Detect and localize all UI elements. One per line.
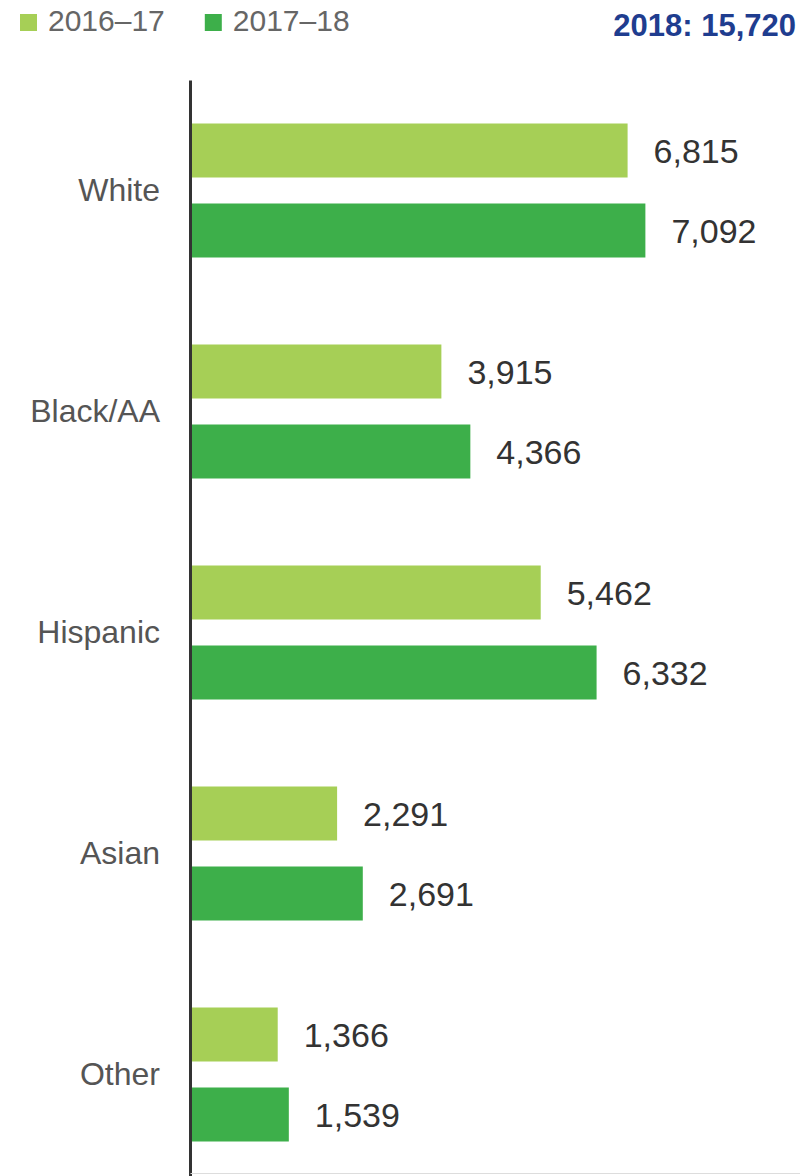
legend-swatch	[205, 14, 222, 31]
category-label: Asian	[80, 835, 160, 871]
value-axis	[191, 1173, 800, 1174]
data-label: 7,092	[671, 212, 756, 250]
legend-swatch	[20, 14, 37, 31]
chart: 6,815 3,915 5,462 2,291 1,366 7,092 4,366 6,332…	[0, 0, 800, 1176]
axis-line	[191, 1173, 800, 1174]
tick: Asian	[80, 835, 190, 871]
data-labels: 6,815 3,915 5,462 2,291 1,366 7,092 4,366 6,332…	[304, 132, 757, 1134]
bar	[190, 867, 363, 921]
bar	[190, 1008, 278, 1062]
legend-label: 2016–17	[48, 4, 165, 37]
bar	[190, 425, 470, 479]
bar	[190, 787, 337, 841]
category-axis: White Black/AA Hispanic Asian Other	[30, 81, 190, 1176]
legend-label: 2017–18	[233, 4, 350, 37]
data-label: 1,539	[315, 1096, 400, 1134]
legend-item: 2017–18	[205, 4, 350, 37]
data-label: 2,691	[389, 875, 474, 913]
bar	[190, 204, 645, 258]
data-label: 2,291	[363, 795, 448, 833]
category-label: Hispanic	[37, 614, 160, 650]
data-label: 1,366	[304, 1016, 389, 1054]
bar	[190, 1088, 289, 1142]
legend: 2016–17 2017–18	[20, 4, 350, 37]
bars	[190, 124, 645, 1142]
category-label: Black/AA	[30, 393, 160, 429]
data-label: 6,815	[654, 132, 739, 170]
data-label: 3,915	[467, 353, 552, 391]
data-label: 6,332	[623, 654, 708, 692]
tick: Black/AA	[30, 393, 190, 429]
data-label: 5,462	[567, 574, 652, 612]
tick: Hispanic	[37, 614, 190, 650]
category-label: Other	[80, 1056, 160, 1092]
data-label: 4,366	[496, 433, 581, 471]
bar	[190, 566, 541, 620]
bar	[190, 646, 597, 700]
title: 2018: 15,720	[613, 8, 796, 43]
axis-line	[189, 81, 192, 1176]
legend-item: 2016–17	[20, 4, 165, 37]
bar	[190, 124, 628, 178]
tick: Other	[80, 1056, 190, 1092]
bar	[190, 345, 441, 399]
category-label: White	[78, 172, 160, 208]
tick: White	[78, 172, 190, 208]
